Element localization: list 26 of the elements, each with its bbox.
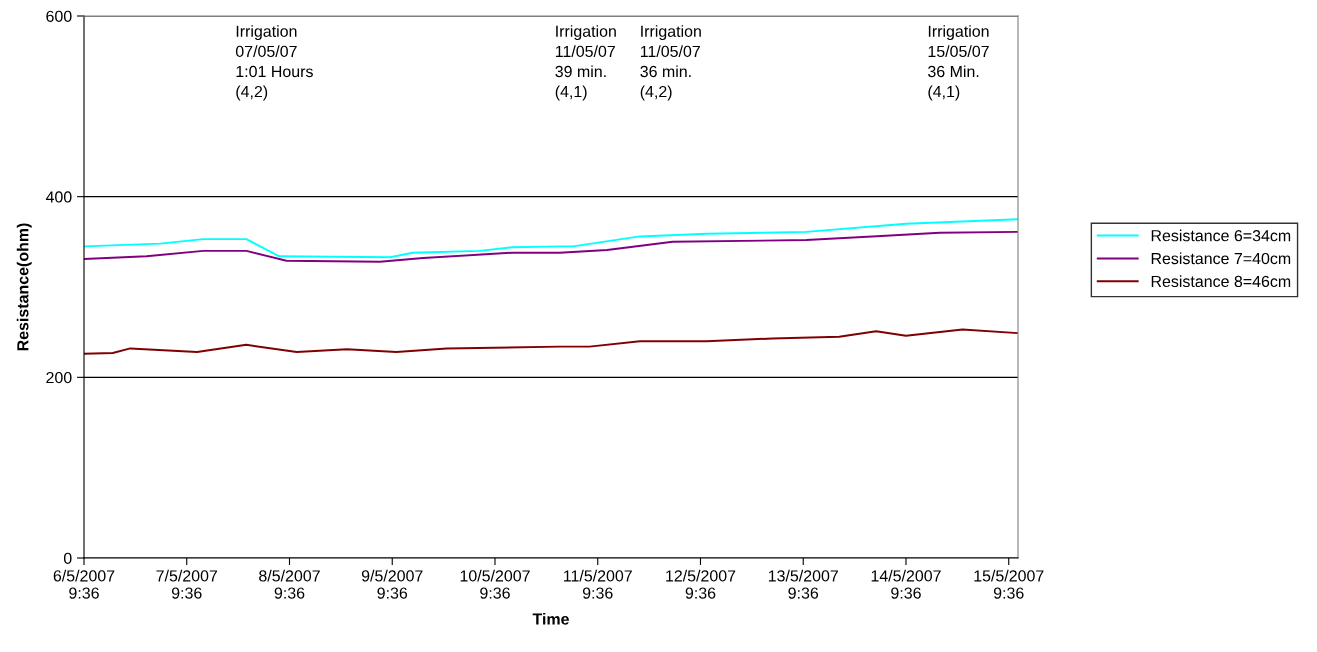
x-tick-label: 12/5/2007 9:36 bbox=[666, 569, 736, 599]
legend-label: Resistance 8=46cm bbox=[1151, 275, 1291, 288]
x-tick-label: 13/5/2007 9:36 bbox=[768, 569, 838, 599]
line-series bbox=[84, 218, 1018, 259]
x-tick-label: 6/5/2007 9:36 bbox=[53, 569, 115, 599]
y-tick-label: 200 bbox=[46, 371, 72, 384]
line-series bbox=[84, 230, 1018, 263]
x-tick-label: 7/5/2007 9:36 bbox=[156, 569, 218, 599]
x-tick-label: 9/5/2007 9:36 bbox=[361, 569, 423, 599]
y-axis-title: Resistance(ohm) bbox=[16, 223, 32, 351]
y-tick-label: 400 bbox=[45, 191, 72, 203]
y-tick-label: 0 bbox=[63, 552, 72, 564]
line-series bbox=[84, 328, 1018, 355]
legend-label: Resistance 7=40cm bbox=[1151, 252, 1291, 265]
annotation: Irrigation 07/05/07 1:01 Hours (4,2) bbox=[235, 25, 313, 101]
y-tick-label: 600 bbox=[46, 10, 72, 22]
x-tick-label: 14/5/2007 9:36 bbox=[871, 569, 941, 599]
annotation: Irrigation 11/05/07 36 min. (4,2) bbox=[640, 25, 701, 101]
annotation: Irrigation 11/05/07 39 min. (4,1) bbox=[555, 25, 616, 101]
x-tick-label: 11/5/2007 9:36 bbox=[564, 569, 632, 599]
x-axis-title: Time bbox=[532, 613, 569, 625]
x-tick-label: 8/5/2007 9:36 bbox=[259, 569, 320, 599]
x-tick-label: 15/5/2007 9:36 bbox=[974, 569, 1044, 599]
annotation: Irrigation 15/05/07 36 Min. (4,1) bbox=[928, 25, 989, 101]
legend-label: Resistance 6=34cm bbox=[1151, 229, 1291, 242]
x-tick-label: 10/5/2007 9:36 bbox=[460, 569, 530, 599]
